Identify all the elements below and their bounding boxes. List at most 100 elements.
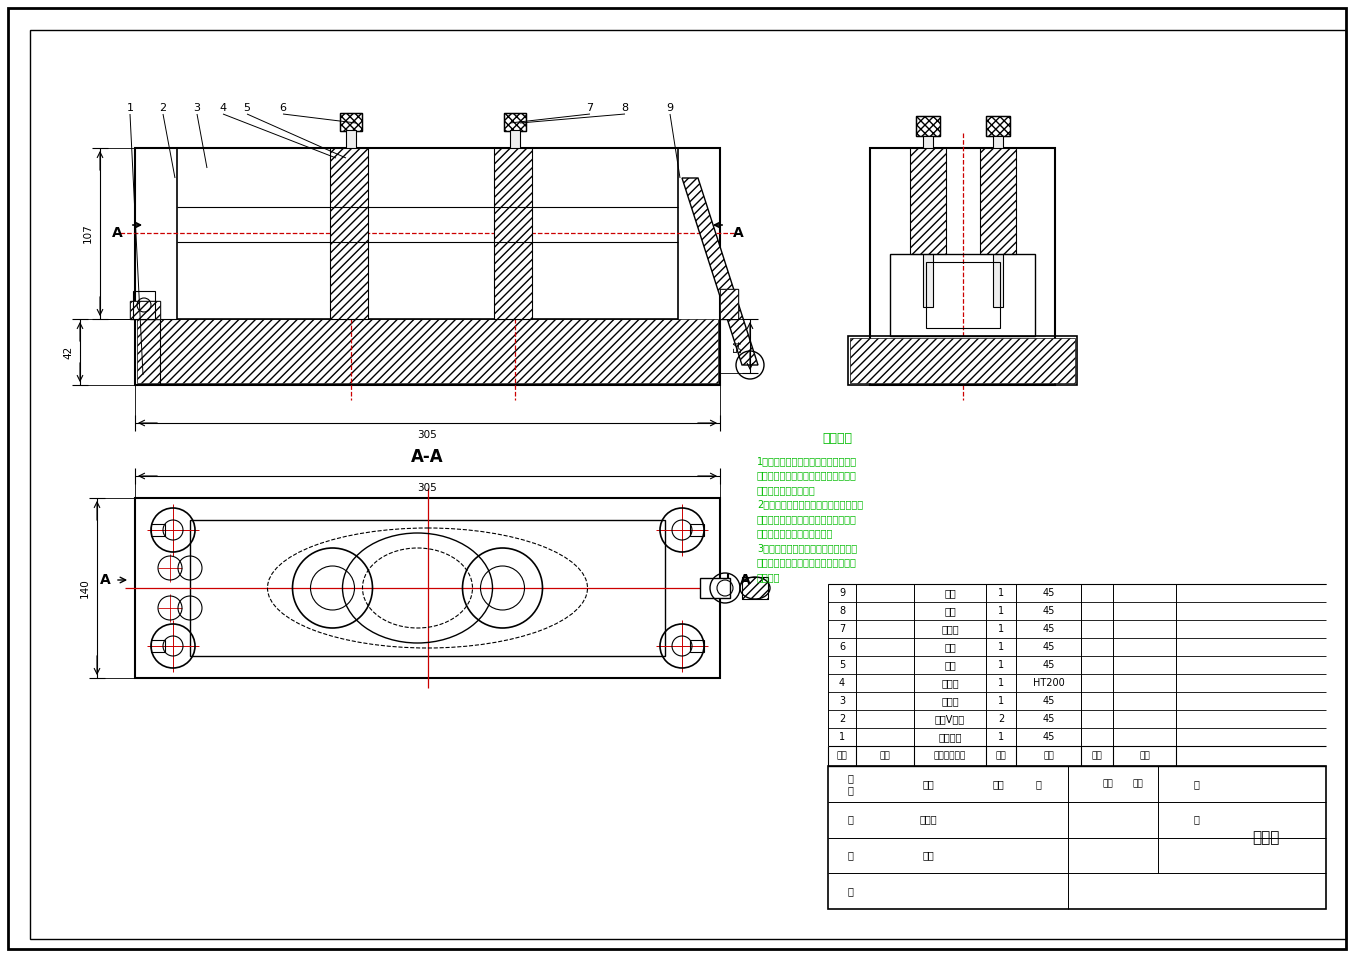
Bar bbox=[979, 148, 1016, 254]
Bar bbox=[926, 262, 999, 328]
Bar bbox=[504, 113, 525, 131]
Bar bbox=[720, 289, 738, 319]
Text: 分区: 分区 bbox=[922, 779, 934, 789]
Text: 45: 45 bbox=[1043, 642, 1055, 652]
Bar bbox=[915, 116, 940, 136]
Bar bbox=[871, 148, 1055, 385]
Polygon shape bbox=[682, 178, 758, 365]
Bar bbox=[135, 498, 720, 678]
Bar bbox=[986, 116, 1010, 136]
Bar bbox=[986, 116, 1010, 136]
Text: 9: 9 bbox=[839, 588, 845, 598]
Bar bbox=[190, 520, 665, 656]
Bar bbox=[691, 640, 704, 652]
Text: 合格证方能进行装配。: 合格证方能进行装配。 bbox=[757, 485, 815, 495]
Bar bbox=[691, 524, 704, 536]
Text: 日期: 日期 bbox=[1133, 779, 1143, 789]
Bar bbox=[720, 289, 738, 319]
Text: 寸，特别是过盈配合尺寸及相关精度进: 寸，特别是过盈配合尺寸及相关精度进 bbox=[757, 558, 857, 568]
Bar bbox=[137, 319, 718, 383]
Bar bbox=[848, 336, 1076, 385]
Bar bbox=[330, 148, 368, 319]
Bar bbox=[330, 148, 368, 319]
Bar bbox=[850, 338, 1075, 383]
Text: 名: 名 bbox=[1034, 779, 1041, 789]
Text: 7: 7 bbox=[586, 103, 593, 113]
Bar bbox=[510, 130, 520, 319]
Text: 重量: 重量 bbox=[1091, 751, 1102, 761]
Text: A: A bbox=[733, 226, 743, 240]
Text: 54: 54 bbox=[733, 340, 743, 352]
Text: 6: 6 bbox=[839, 642, 845, 652]
Bar bbox=[177, 148, 678, 319]
Text: 45: 45 bbox=[1043, 696, 1055, 706]
Text: A-A: A-A bbox=[412, 448, 444, 466]
Text: 不得有毛刺、飞边、氧化皮、锈蚀、切: 不得有毛刺、飞边、氧化皮、锈蚀、切 bbox=[757, 514, 857, 524]
Text: 9: 9 bbox=[666, 103, 673, 113]
Text: 签名: 签名 bbox=[1102, 779, 1113, 789]
Bar bbox=[890, 254, 1034, 336]
Text: 1: 1 bbox=[998, 642, 1005, 652]
Text: A: A bbox=[111, 226, 122, 240]
Text: 45: 45 bbox=[1043, 660, 1055, 670]
Bar bbox=[130, 301, 160, 319]
Text: 夹具体: 夹具体 bbox=[941, 678, 959, 688]
Text: 钻套: 钻套 bbox=[944, 660, 956, 670]
Text: 2: 2 bbox=[839, 714, 845, 724]
Text: 批: 批 bbox=[848, 886, 853, 896]
Bar bbox=[152, 524, 165, 536]
Text: 45: 45 bbox=[1043, 714, 1055, 724]
Bar bbox=[340, 113, 362, 131]
Text: 1: 1 bbox=[998, 588, 1005, 598]
Text: 1: 1 bbox=[998, 732, 1005, 742]
Text: 件、外协件），均必须具有检验部门的: 件、外协件），均必须具有检验部门的 bbox=[757, 471, 857, 480]
Text: 45: 45 bbox=[1043, 606, 1055, 616]
Text: 固定V型块: 固定V型块 bbox=[936, 714, 965, 724]
Text: 行复查。: 行复查。 bbox=[757, 572, 780, 582]
Text: 1: 1 bbox=[839, 732, 845, 742]
Text: 45: 45 bbox=[1043, 588, 1055, 598]
Text: 140: 140 bbox=[80, 578, 89, 598]
Text: 8: 8 bbox=[839, 606, 845, 616]
Text: 2: 2 bbox=[998, 714, 1005, 724]
Text: 备注: 备注 bbox=[1139, 751, 1150, 761]
Text: 1: 1 bbox=[126, 103, 134, 113]
Text: 42: 42 bbox=[64, 345, 73, 359]
Text: 标号: 标号 bbox=[880, 751, 891, 761]
Text: 3: 3 bbox=[194, 103, 200, 113]
Text: A: A bbox=[739, 573, 750, 587]
Bar bbox=[992, 136, 1002, 307]
Bar bbox=[347, 130, 356, 319]
Bar bbox=[130, 301, 160, 319]
Text: 1: 1 bbox=[998, 678, 1005, 688]
Text: 6: 6 bbox=[279, 103, 287, 113]
Bar bbox=[494, 148, 532, 319]
Text: 题强（名称）: 题强（名称） bbox=[934, 751, 967, 761]
Bar bbox=[504, 113, 525, 131]
Text: 引套: 引套 bbox=[944, 642, 956, 652]
Text: 45: 45 bbox=[1043, 732, 1055, 742]
Bar bbox=[922, 136, 933, 307]
Text: A: A bbox=[100, 573, 111, 587]
Text: 1: 1 bbox=[998, 696, 1005, 706]
Text: 1: 1 bbox=[998, 606, 1005, 616]
Text: 文件: 文件 bbox=[992, 779, 1003, 789]
Bar bbox=[829, 766, 1326, 909]
Text: 圆锥销: 圆锥销 bbox=[941, 696, 959, 706]
Text: 比: 比 bbox=[1193, 779, 1198, 789]
Text: 设: 设 bbox=[848, 814, 853, 825]
Text: 批准: 批准 bbox=[922, 851, 934, 860]
Bar bbox=[910, 148, 945, 254]
Text: HT200: HT200 bbox=[1033, 678, 1064, 688]
Text: 5: 5 bbox=[244, 103, 250, 113]
Bar bbox=[979, 148, 1016, 254]
Bar bbox=[152, 640, 165, 652]
Text: 45: 45 bbox=[1043, 624, 1055, 634]
Text: 数量: 数量 bbox=[995, 751, 1006, 761]
Text: 4: 4 bbox=[219, 103, 226, 113]
Text: 手柄: 手柄 bbox=[944, 588, 956, 598]
Text: 转动轴: 转动轴 bbox=[941, 624, 959, 634]
Bar bbox=[340, 113, 362, 131]
Text: 305: 305 bbox=[417, 483, 437, 493]
Text: 标
记: 标 记 bbox=[848, 773, 853, 794]
